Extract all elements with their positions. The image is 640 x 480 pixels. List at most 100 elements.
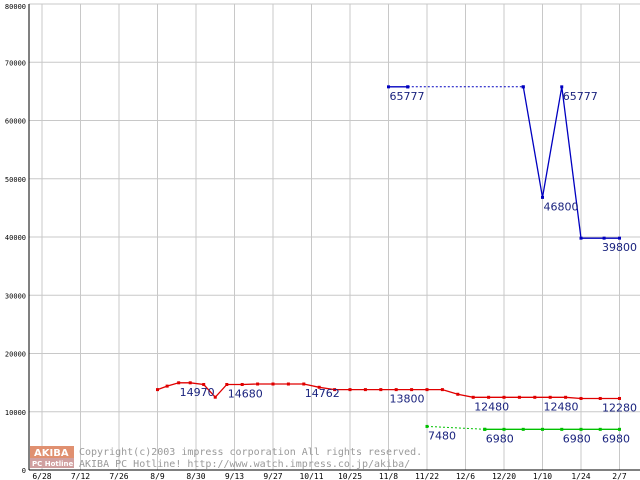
data-point bbox=[225, 382, 229, 386]
logo-bottom-box bbox=[30, 458, 74, 468]
data-point bbox=[363, 388, 367, 392]
y-tick-label: 20000 bbox=[5, 351, 26, 359]
data-label: 14762 bbox=[305, 387, 340, 400]
logo-top-text: AKIBA bbox=[34, 448, 69, 459]
data-point bbox=[533, 395, 537, 399]
data-point bbox=[618, 236, 621, 240]
x-tick-label: 1/24 bbox=[571, 472, 590, 480]
data-label: 46800 bbox=[544, 200, 579, 213]
data-point bbox=[502, 427, 506, 431]
data-label: 6980 bbox=[602, 432, 630, 445]
data-point bbox=[521, 85, 525, 89]
data-point bbox=[256, 382, 260, 386]
data-point bbox=[483, 427, 487, 431]
data-point bbox=[579, 236, 583, 240]
y-tick-label: 80000 bbox=[5, 3, 26, 11]
y-tick-label: 50000 bbox=[5, 176, 26, 184]
data-label: 13800 bbox=[390, 393, 425, 406]
data-point bbox=[579, 427, 583, 431]
data-point bbox=[202, 382, 206, 386]
axes bbox=[28, 4, 640, 471]
series-line bbox=[157, 382, 620, 400]
x-tick-label: 12/6 bbox=[456, 472, 475, 480]
data-label: 12480 bbox=[474, 400, 509, 413]
data-point bbox=[177, 381, 181, 385]
data-point bbox=[618, 427, 621, 431]
data-point bbox=[188, 381, 192, 385]
series-line bbox=[426, 425, 485, 430]
data-point bbox=[598, 396, 602, 400]
data-point bbox=[618, 396, 621, 400]
series-layer: 65777 65777 46800 39800 14970 14680 14762 13800… bbox=[156, 85, 637, 445]
watermark: AKIBA PC Hotline! Copyright(c)2003 impre… bbox=[30, 446, 422, 470]
data-point bbox=[348, 388, 352, 392]
data-point bbox=[440, 388, 444, 392]
data-point bbox=[521, 427, 525, 431]
data-point bbox=[541, 195, 544, 199]
data-point bbox=[271, 382, 275, 386]
data-label: 14680 bbox=[228, 387, 263, 400]
data-point bbox=[425, 388, 429, 392]
copyright-line: Copyright(c)2003 impress corporation All… bbox=[79, 447, 422, 458]
data-label: 6980 bbox=[486, 432, 514, 445]
x-tick-label: 10/25 bbox=[338, 472, 362, 480]
x-tick-label: 6/28 bbox=[32, 472, 51, 480]
data-point bbox=[541, 427, 544, 431]
data-point bbox=[165, 384, 169, 388]
data-label: 39800 bbox=[602, 241, 637, 254]
data-point bbox=[213, 395, 217, 399]
data-point bbox=[387, 85, 390, 89]
data-point bbox=[406, 85, 410, 89]
data-point bbox=[548, 395, 552, 399]
data-point bbox=[579, 396, 583, 400]
data-point bbox=[598, 427, 602, 431]
y-tick-labels: 0 10000 20000 30000 40000 50000 60000 70000 8000… bbox=[5, 3, 26, 475]
data-point bbox=[560, 85, 564, 89]
y-tick-label: 70000 bbox=[5, 59, 26, 67]
data-label: 65777 bbox=[563, 90, 598, 103]
data-point bbox=[425, 424, 429, 428]
logo-bottom-text: PC Hotline! bbox=[32, 460, 76, 468]
x-tick-label: 8/9 bbox=[150, 472, 165, 480]
data-label: 7480 bbox=[428, 429, 456, 442]
y-tick-label: 30000 bbox=[5, 292, 26, 300]
data-point bbox=[156, 388, 159, 392]
data-point bbox=[502, 395, 506, 399]
url-line: AKIBA PC Hotline! http://www.watch.impre… bbox=[79, 459, 410, 470]
data-point bbox=[487, 395, 491, 399]
y-tick-label: 0 bbox=[22, 467, 26, 475]
series: 14970 14680 14762 13800 12480 12480 12280 bbox=[156, 381, 637, 414]
data-point bbox=[302, 382, 306, 386]
data-point bbox=[317, 385, 321, 389]
x-tick-label: 11/22 bbox=[415, 472, 439, 480]
x-tick-labels: 6/28 7/12 7/26 8/9 8/30 9/13 9/27 10/11 10/25 11/… bbox=[32, 472, 627, 480]
data-label: 12480 bbox=[544, 400, 579, 413]
data-point bbox=[333, 388, 337, 392]
logo-top-box bbox=[30, 446, 74, 458]
data-point bbox=[471, 395, 475, 399]
data-point bbox=[456, 392, 460, 396]
x-tick-label: 1/10 bbox=[533, 472, 552, 480]
series: 7480 6980 6980 6980 bbox=[425, 424, 630, 445]
x-tick-label: 12/20 bbox=[492, 472, 516, 480]
x-tick-label: 9/13 bbox=[225, 472, 244, 480]
data-label: 12280 bbox=[602, 401, 637, 414]
y-tick-label: 60000 bbox=[5, 118, 26, 126]
data-point bbox=[410, 388, 414, 392]
data-label: 65777 bbox=[390, 90, 425, 103]
x-tick-label: 7/12 bbox=[71, 472, 90, 480]
y-tick-label: 10000 bbox=[5, 409, 26, 417]
data-point bbox=[240, 382, 244, 386]
x-tick-label: 9/27 bbox=[263, 472, 282, 480]
data-point bbox=[379, 388, 383, 392]
x-tick-label: 2/7 bbox=[612, 472, 627, 480]
data-point bbox=[517, 395, 521, 399]
data-point bbox=[602, 236, 606, 240]
x-tick-label: 10/11 bbox=[299, 472, 323, 480]
data-point bbox=[560, 427, 564, 431]
x-tick-label: 11/8 bbox=[379, 472, 398, 480]
data-point bbox=[394, 388, 398, 392]
data-label: 6980 bbox=[563, 432, 591, 445]
series: 65777 65777 46800 39800 bbox=[387, 85, 637, 254]
